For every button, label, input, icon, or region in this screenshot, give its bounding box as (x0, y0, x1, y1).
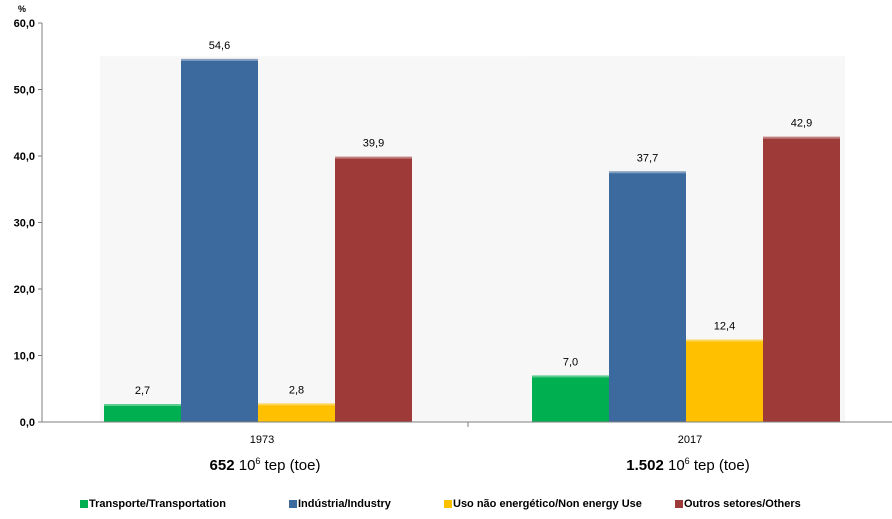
bar-highlight (609, 171, 686, 174)
y-tick-label: 40,0 (14, 151, 35, 163)
total-1973: 652 106 tep (toe) (210, 456, 321, 474)
y-tick-label: 10,0 (14, 351, 35, 363)
bar-highlight (532, 375, 609, 378)
legend-label-industry: Indústria/Industry (298, 498, 391, 510)
legend-item-industry: Indústria/Industry (289, 498, 391, 510)
legend-label-transport: Transporte/Transportation (89, 498, 226, 510)
bar-non-energy-1973 (258, 403, 335, 422)
legend-swatch-non-energy (444, 500, 452, 508)
legend-item-non-energy: Uso não energético/Non energy Use (444, 498, 642, 510)
legend-item-others: Outros setores/Others (675, 498, 801, 510)
total-1973-value: 652 (209, 457, 235, 474)
bar-transport-1973 (104, 404, 181, 422)
y-tick-label: 0,0 (20, 417, 35, 429)
total-2017-unit-exponent: 6 (684, 456, 690, 466)
bar-non-energy-2017 (686, 339, 763, 422)
bar-highlight (181, 58, 258, 61)
y-axis: 0,0 10,0 20,0 30,0 40,0 50,0 60,0 (14, 18, 43, 429)
total-2017-unit-text: tep (toe) (689, 457, 750, 474)
data-label-others-1973: 39,9 (363, 138, 384, 150)
y-tick-label: 60,0 (14, 18, 35, 30)
y-axis-unit-label: % (18, 4, 26, 14)
data-label-transport-2017: 7,0 (563, 356, 578, 368)
y-tick-label: 50,0 (14, 85, 35, 97)
data-label-others-2017: 42,9 (791, 118, 812, 130)
legend-swatch-others (675, 500, 683, 508)
data-label-non-energy-1973: 2,8 (289, 384, 304, 396)
total-2017: 1.502 106 tep (toe) (626, 456, 749, 474)
total-1973-unit-text: tep (toe) (260, 457, 321, 474)
x-tick-label-1973: 1973 (250, 434, 274, 446)
x-axis: 1973 2017 (42, 421, 892, 446)
bar-highlight (335, 156, 412, 159)
legend-swatch-industry (289, 500, 297, 508)
bar-highlight (686, 339, 763, 342)
total-2017-unit-base: 10 (667, 457, 685, 474)
total-1973-unit-base: 10 (238, 457, 256, 474)
data-label-non-energy-2017: 12,4 (714, 321, 735, 333)
y-tick-label: 30,0 (14, 218, 35, 230)
data-label-industry-1973: 54,6 (209, 40, 230, 52)
bar-highlight (258, 403, 335, 406)
total-2017-value: 1.502 (626, 457, 664, 474)
bar-others-1973 (335, 156, 412, 423)
legend-label-non-energy: Uso não energético/Non energy Use (453, 498, 642, 510)
bar-industry-1973 (181, 58, 258, 422)
legend-item-transport: Transporte/Transportation (80, 498, 226, 510)
bar-highlight (763, 136, 840, 139)
bar-transport-2017 (532, 375, 609, 422)
bar-others-2017 (763, 136, 840, 422)
bar-highlight (104, 404, 181, 407)
x-tick-label-2017: 2017 (678, 434, 702, 446)
bars: 2,7 54,6 2,8 39,9 7,0 37,7 12,4 42,9 (100, 40, 845, 423)
legend-swatch-transport (80, 500, 88, 508)
data-label-industry-2017: 37,7 (637, 152, 658, 164)
bar-industry-2017 (609, 171, 686, 422)
data-label-transport-1973: 2,7 (135, 385, 150, 397)
legend-label-others: Outros setores/Others (684, 498, 801, 510)
total-1973-unit-exponent: 6 (255, 456, 261, 466)
y-tick-label: 20,0 (14, 284, 35, 296)
